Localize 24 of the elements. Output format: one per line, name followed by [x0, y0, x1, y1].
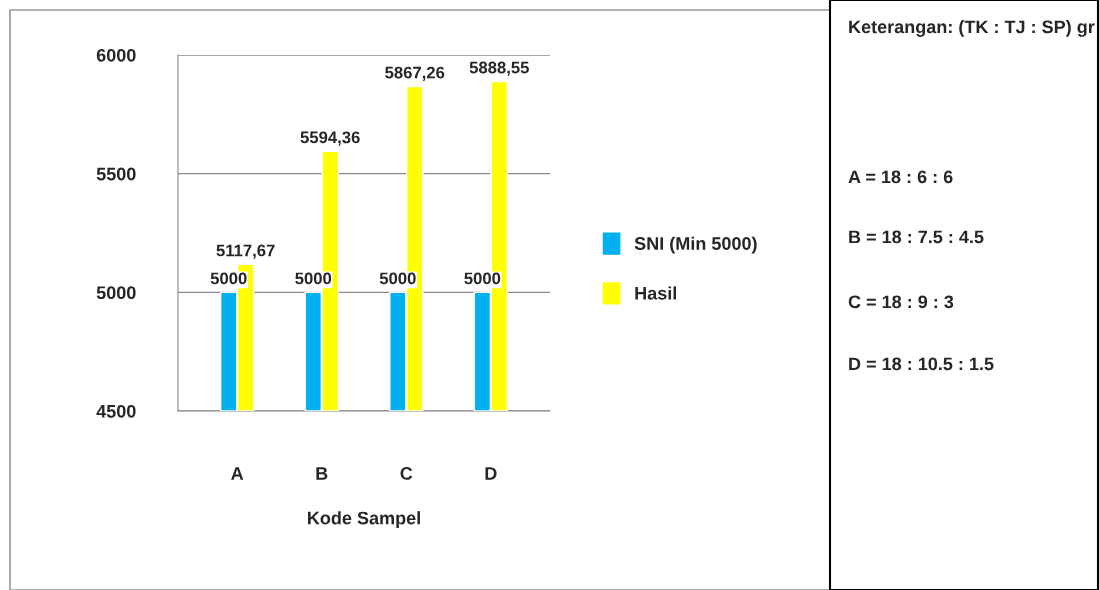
text: B = 18 : 7.5 : 4.5 — [849, 230, 984, 244]
x-tick-label: C — [400, 467, 413, 480]
y-tick-label: 5500 — [96, 167, 136, 181]
x-tick-label: A — [231, 467, 244, 480]
data-label: 5867,26 — [385, 66, 445, 81]
data-label: 5000 — [210, 272, 247, 285]
data-label: 5000 — [295, 272, 332, 285]
text: Keterangan: (TK : TJ : SP) gr — [849, 20, 1095, 37]
data-label: 5888,55 — [469, 61, 529, 76]
legend-label: SNI (Min 5000) — [634, 236, 757, 254]
x-tick-label: D — [485, 467, 497, 480]
x-tick-label: B — [316, 467, 328, 480]
y-tick-label: 6000 — [96, 48, 136, 62]
text: C = 18 : 9 : 3 — [848, 295, 954, 309]
legend-label: Hasil — [635, 286, 677, 300]
data-label: 5594,36 — [300, 131, 360, 146]
y-tick-label: 4500 — [96, 404, 136, 418]
text: A = 18 : 6 : 6 — [848, 170, 953, 184]
data-label: 5000 — [464, 272, 501, 285]
text: D = 18 : 10.5 : 1.5 — [849, 357, 994, 371]
data-label: 5000 — [379, 272, 416, 285]
y-tick-label: 5000 — [96, 286, 136, 300]
data-label: 5117,67 — [216, 244, 275, 259]
x-axis-title: Kode Sampel — [308, 511, 420, 528]
